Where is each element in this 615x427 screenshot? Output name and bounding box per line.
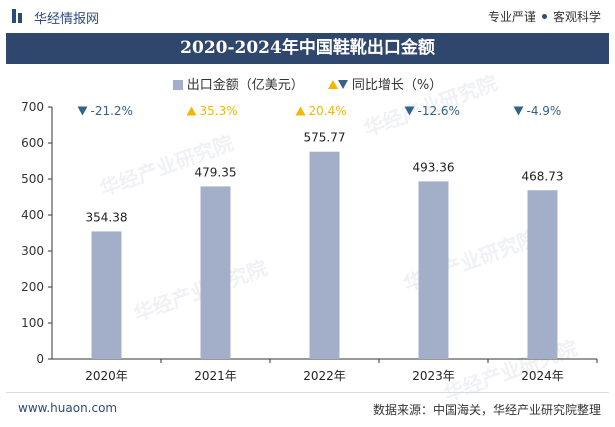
bar [309, 151, 340, 359]
triangle-down-icon [337, 80, 348, 89]
growth-label: -4.9% [527, 104, 562, 118]
header-bar: 华经情报网 专业严谨 客观科学 [0, 0, 615, 33]
tag-professional: 专业严谨 [487, 10, 536, 24]
footer-divider [6, 392, 609, 393]
legend-bar-swatch [172, 80, 183, 90]
bar-value-label: 468.73 [522, 169, 564, 183]
legend-export-label: 出口金额（亿美元） [186, 78, 304, 93]
chart-title: 2020-2024年中国鞋靴出口金额 [6, 33, 609, 64]
bar-value-label: 354.38 [86, 210, 128, 224]
x-tick-label: 2020年 [85, 369, 128, 383]
legend-item-growth: 同比增长（%） [327, 74, 443, 93]
bar [418, 181, 449, 359]
bar-value-label: 575.77 [304, 131, 346, 145]
header-tags: 专业严谨 客观科学 [488, 8, 601, 25]
bar-value-label: 493.36 [413, 160, 455, 174]
growth-up-marker [186, 106, 197, 116]
x-tick-label: 2021年 [194, 369, 237, 383]
x-tick-label: 2023年 [412, 369, 455, 383]
y-tick-label: 600 [21, 136, 44, 150]
x-tick-label: 2022年 [303, 369, 346, 383]
bar-value-label: 479.35 [195, 165, 237, 179]
growth-label: 20.4% [309, 104, 347, 118]
separator-dot [541, 14, 547, 19]
growth-label: 35.3% [200, 104, 238, 118]
growth-down-marker [404, 106, 415, 116]
logo-icon [12, 9, 22, 23]
footer-website[interactable]: www.huaon.com [18, 401, 118, 415]
x-tick-label: 2024年 [521, 369, 564, 383]
bar [200, 186, 231, 359]
legend-item-export: 出口金额（亿美元） [172, 74, 304, 93]
bar [91, 231, 122, 359]
chart-legend: 出口金额（亿美元） 同比增长（%） [0, 74, 615, 93]
growth-label: -12.6% [418, 104, 460, 118]
y-tick-label: 300 [21, 244, 44, 258]
growth-down-marker [77, 106, 88, 116]
tag-objective: 客观科学 [552, 10, 601, 24]
triangle-up-icon [327, 80, 338, 89]
growth-label: -21.2% [91, 104, 133, 118]
bar [527, 190, 558, 359]
y-tick-label: 400 [21, 208, 44, 222]
growth-down-marker [513, 106, 524, 116]
growth-up-marker [295, 106, 306, 116]
legend-growth-label: 同比增长（%） [351, 78, 443, 93]
y-tick-label: 200 [21, 280, 44, 294]
footer-source: 数据来源：中国海关，华经产业研究院整理 [372, 403, 601, 417]
brand-name: 华经情报网 [34, 12, 100, 27]
y-tick-label: 100 [21, 316, 44, 330]
y-tick-label: 700 [21, 100, 44, 114]
y-tick-label: 0 [36, 352, 44, 366]
y-tick-label: 500 [21, 172, 44, 186]
